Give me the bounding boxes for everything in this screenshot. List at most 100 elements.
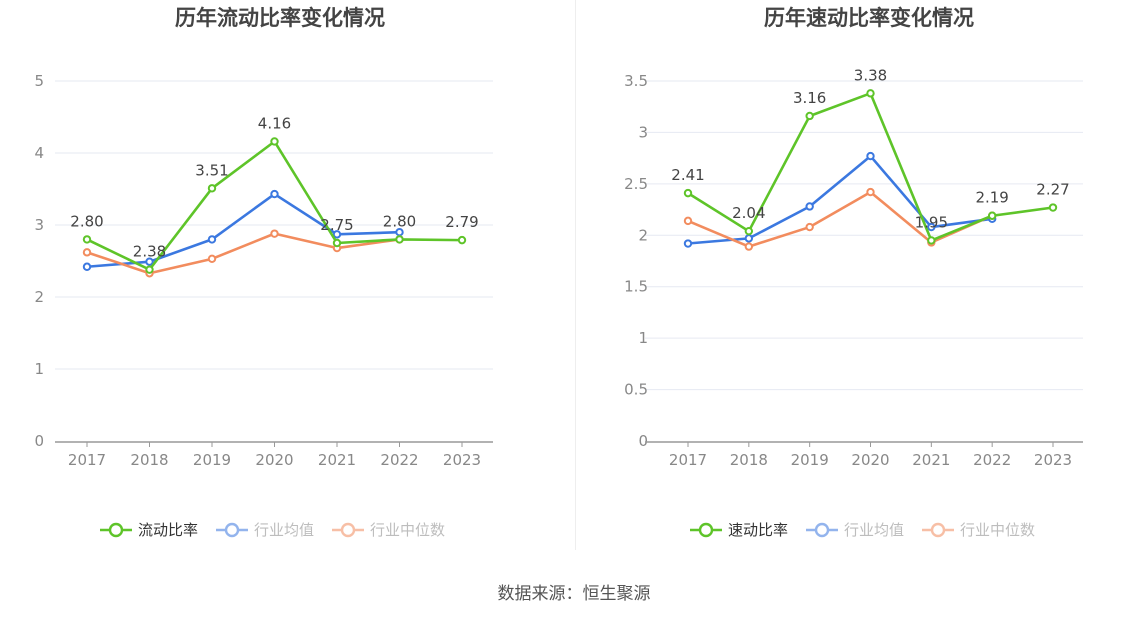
- data-point: [207, 254, 217, 264]
- data-point: [82, 262, 92, 271]
- data-point: [207, 184, 217, 193]
- legend-marker: [224, 522, 240, 538]
- data-label: 2.41: [671, 166, 704, 184]
- legend-label: 行业均值: [844, 521, 904, 539]
- data-point: [207, 235, 217, 244]
- data-point: [82, 248, 92, 257]
- x-tick-label: 2023: [443, 451, 481, 469]
- data-point: [866, 151, 875, 161]
- x-tick-label: 2022: [380, 451, 418, 469]
- data-label: 2.80: [70, 212, 103, 230]
- data-label: 2.80: [383, 212, 416, 230]
- data-label: 3.16: [793, 89, 826, 107]
- data-point: [927, 236, 936, 245]
- data-label: 2.38: [133, 243, 166, 261]
- data-point: [866, 187, 875, 197]
- data-point: [145, 257, 154, 266]
- legend-marker: [814, 522, 830, 538]
- legend-item: 行业均值: [806, 521, 904, 539]
- data-point: [683, 188, 693, 198]
- y-tick-label: 3: [34, 216, 44, 234]
- legend-item: 行业中位数: [922, 521, 1035, 539]
- data-point: [744, 234, 754, 243]
- x-tick-label: 2017: [68, 451, 106, 469]
- y-tick-label: 0: [34, 432, 44, 450]
- x-tick-label: 2020: [255, 451, 293, 469]
- data-point: [332, 230, 342, 239]
- x-tick-label: 2023: [1034, 451, 1072, 469]
- charts-canvas: 历年流动比率变化情况 0 1 2 3 4 5 2017 2018 2019 2020 2021 2022…: [34, 6, 1083, 539]
- data-point: [1048, 203, 1058, 212]
- x-tick-label: 2018: [730, 451, 768, 469]
- legend-marker: [930, 522, 946, 538]
- data-source-note: 数据来源：恒生聚源: [497, 584, 651, 604]
- data-point: [987, 211, 997, 220]
- data-point: [82, 235, 92, 244]
- x-tick-label: 2018: [130, 451, 168, 469]
- data-point: [805, 222, 814, 232]
- legend-label: 行业中位数: [960, 521, 1035, 539]
- data-point: [395, 235, 404, 244]
- x-tick-label: 2020: [851, 451, 889, 469]
- chart-title: 历年流动比率变化情况: [175, 6, 385, 30]
- panel-divider: [575, 0, 576, 550]
- y-tick-label: 0.5: [624, 381, 648, 399]
- data-label: 4.16: [258, 114, 291, 132]
- legend-label: 流动比率: [138, 521, 198, 539]
- x-tick-label: 2017: [669, 451, 707, 469]
- data-point: [866, 89, 875, 98]
- legend-label: 速动比率: [728, 521, 788, 539]
- data-point: [927, 222, 936, 232]
- series-line: [687, 190, 993, 248]
- data-point: [744, 226, 754, 236]
- y-tick-label: 2.5: [624, 175, 648, 193]
- data-point: [145, 265, 154, 274]
- legend-label: 行业均值: [254, 521, 314, 539]
- legend-marker: [340, 522, 356, 538]
- series-line: [687, 154, 993, 245]
- x-tick-label: 2021: [912, 451, 950, 469]
- legend-item: 行业均值: [216, 521, 314, 539]
- chart-panel-2: 历年速动比率变化情况 0 0.5 1 1.5 2 2.5 3 3.5 2017 2018 2019 20…: [624, 6, 1083, 539]
- data-point: [744, 242, 754, 251]
- x-tick-label: 2019: [193, 451, 231, 469]
- y-tick-label: 1.5: [624, 278, 648, 296]
- data-point: [805, 111, 814, 121]
- x-tick-label: 2022: [973, 451, 1011, 469]
- data-point: [270, 229, 279, 238]
- data-point: [457, 235, 467, 245]
- data-label: 2.75: [320, 216, 353, 234]
- series-line: [86, 232, 400, 275]
- data-point: [332, 238, 342, 248]
- y-tick-label: 4: [34, 144, 44, 162]
- y-tick-label: 3: [638, 123, 648, 141]
- y-tick-label: 3.5: [624, 72, 648, 90]
- data-label: 2.27: [1036, 181, 1069, 199]
- data-label: 2.19: [975, 189, 1008, 207]
- x-tick-label: 2019: [791, 451, 829, 469]
- y-tick-label: 1: [638, 329, 648, 347]
- legend-marker: [108, 522, 124, 538]
- data-point: [683, 216, 693, 226]
- data-point: [270, 189, 279, 199]
- y-tick-label: 1: [34, 360, 44, 378]
- series-line: [86, 192, 400, 269]
- data-label: 1.95: [915, 213, 948, 231]
- y-tick-label: 0: [638, 432, 648, 450]
- y-tick-label: 2: [34, 288, 44, 306]
- legend-item: 行业中位数: [332, 521, 445, 539]
- data-label: 2.79: [445, 213, 478, 231]
- legend-label: 行业中位数: [370, 521, 445, 539]
- data-point: [805, 202, 814, 211]
- data-point: [270, 137, 279, 146]
- legend-marker: [698, 522, 714, 538]
- legend-item: 流动比率: [100, 521, 198, 539]
- x-tick-label: 2021: [318, 451, 356, 469]
- data-label: 3.51: [195, 161, 228, 179]
- legend-item: 速动比率: [690, 521, 788, 539]
- chart-title: 历年速动比率变化情况: [764, 6, 974, 30]
- data-label: 3.38: [854, 66, 887, 84]
- y-tick-label: 5: [34, 72, 44, 90]
- chart-panel-1: 历年流动比率变化情况 0 1 2 3 4 5 2017 2018 2019 2020 2021 2022…: [34, 6, 493, 539]
